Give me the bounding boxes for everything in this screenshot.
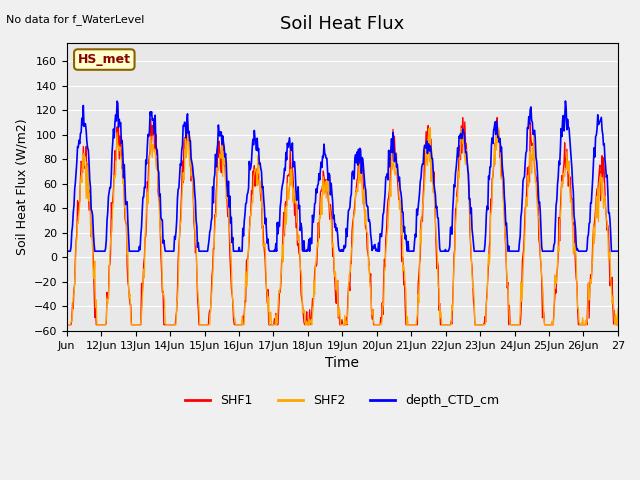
Line: SHF1: SHF1: [67, 118, 618, 324]
Y-axis label: Soil Heat Flux (W/m2): Soil Heat Flux (W/m2): [15, 119, 28, 255]
SHF1: [614, 322, 621, 327]
SHF2: [278, 270, 285, 276]
SHF1: [277, 281, 285, 287]
Line: depth_CTD_cm: depth_CTD_cm: [67, 101, 618, 251]
SHF1: [256, 182, 264, 188]
SHF1: [127, 322, 135, 327]
depth_CTD_cm: [430, 181, 438, 187]
SHF1: [229, 298, 237, 303]
SHF1: [430, 169, 438, 175]
SHF1: [399, 255, 407, 261]
SHF2: [230, 303, 237, 309]
depth_CTD_cm: [63, 248, 70, 254]
depth_CTD_cm: [561, 98, 569, 104]
X-axis label: Time: Time: [325, 356, 359, 370]
SHF1: [63, 322, 70, 327]
SHF2: [614, 306, 621, 312]
Title: Soil Heat Flux: Soil Heat Flux: [280, 15, 404, 33]
SHF2: [63, 322, 70, 327]
SHF2: [431, 204, 438, 210]
SHF2: [184, 120, 192, 126]
depth_CTD_cm: [127, 248, 135, 254]
depth_CTD_cm: [256, 160, 264, 166]
Text: HS_met: HS_met: [78, 53, 131, 66]
depth_CTD_cm: [277, 198, 285, 204]
depth_CTD_cm: [229, 235, 237, 240]
depth_CTD_cm: [399, 209, 407, 215]
SHF2: [257, 178, 264, 184]
Legend: SHF1, SHF2, depth_CTD_cm: SHF1, SHF2, depth_CTD_cm: [180, 389, 504, 412]
Text: No data for f_WaterLevel: No data for f_WaterLevel: [6, 14, 145, 25]
SHF2: [127, 322, 135, 327]
SHF1: [493, 115, 501, 120]
SHF2: [400, 263, 408, 268]
Line: SHF2: SHF2: [67, 123, 618, 324]
depth_CTD_cm: [614, 248, 621, 254]
